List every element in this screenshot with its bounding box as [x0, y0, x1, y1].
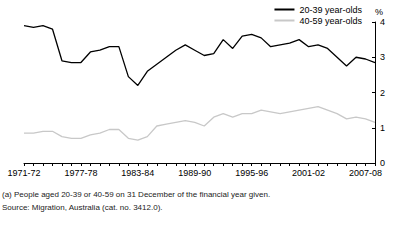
svg-text:1977-78: 1977-78: [64, 168, 97, 178]
svg-text:1: 1: [380, 123, 385, 133]
svg-text:3: 3: [380, 52, 385, 62]
svg-text:(a) People aged 20-39 or 40-59: (a) People aged 20-39 or 40-59 on 31 Dec…: [2, 190, 270, 199]
svg-text:40-59 year-olds: 40-59 year-olds: [299, 16, 362, 26]
svg-text:2: 2: [380, 88, 385, 98]
svg-text:0: 0: [380, 158, 385, 168]
svg-text:2001-02: 2001-02: [292, 168, 325, 178]
svg-text:1989-90: 1989-90: [178, 168, 211, 178]
svg-text:1971-72: 1971-72: [7, 168, 40, 178]
svg-text:4: 4: [380, 17, 385, 27]
svg-text:%: %: [375, 7, 383, 17]
svg-text:1995-96: 1995-96: [235, 168, 268, 178]
svg-text:Source: Migration, Australia (: Source: Migration, Australia (cat. no. 3…: [2, 203, 163, 212]
svg-text:2007-08: 2007-08: [349, 168, 382, 178]
svg-text:1983-84: 1983-84: [121, 168, 154, 178]
svg-text:20-39 year-olds: 20-39 year-olds: [299, 5, 362, 15]
